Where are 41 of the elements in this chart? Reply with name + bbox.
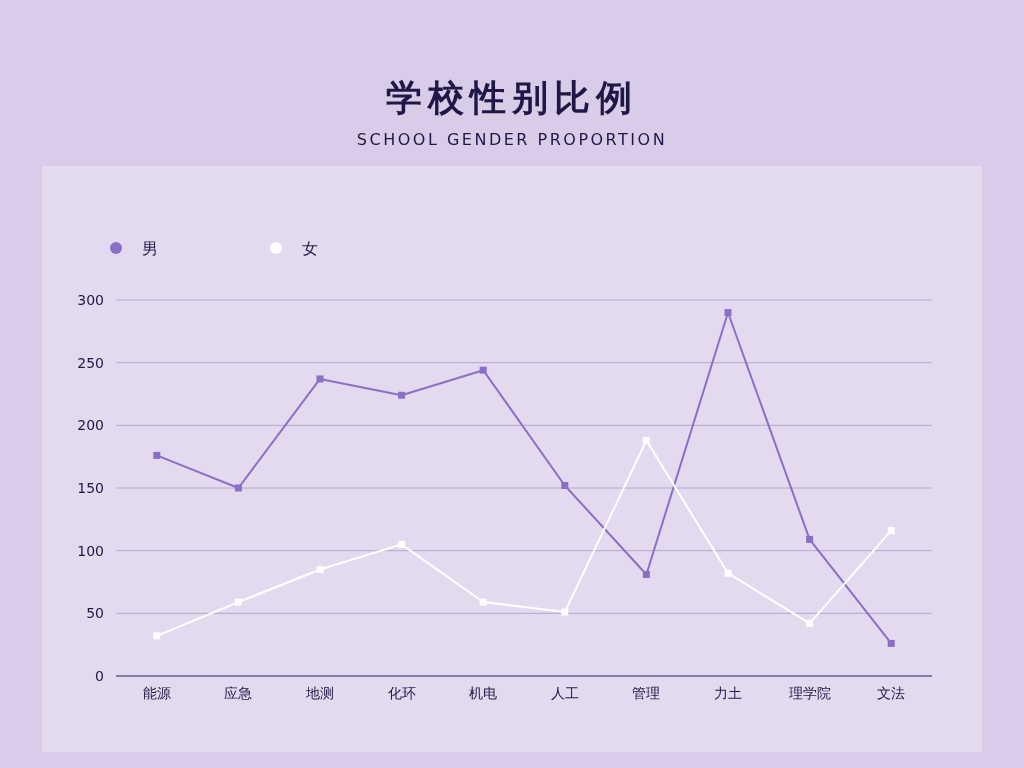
- point: [642, 436, 650, 444]
- legend-label: 男: [142, 238, 158, 258]
- y-tick-label: 200: [77, 417, 104, 434]
- point: [398, 540, 406, 548]
- legend-label: 女: [302, 238, 318, 258]
- y-tick-label: 150: [77, 479, 104, 496]
- x-tick-label: 人工: [550, 685, 579, 701]
- y-tick-label: 50: [86, 605, 104, 622]
- point: [724, 569, 732, 577]
- x-tick-label: 文法: [877, 685, 906, 701]
- point: [479, 366, 487, 374]
- point: [153, 451, 161, 459]
- x-tick-label: 力土: [714, 685, 742, 701]
- x-tick-label: 管理: [632, 685, 661, 701]
- point: [724, 309, 732, 317]
- y-tick-label: 0: [95, 667, 104, 684]
- point: [479, 598, 487, 606]
- point: [316, 565, 324, 573]
- point: [642, 570, 650, 578]
- point: [806, 535, 814, 543]
- point: [561, 481, 569, 489]
- x-tick-label: 化环: [387, 685, 416, 701]
- point: [398, 391, 406, 399]
- point: [561, 608, 569, 616]
- x-tick-label: 理学院: [788, 685, 831, 701]
- y-tick-label: 250: [77, 354, 104, 371]
- x-tick-label: 地测: [305, 685, 334, 701]
- x-tick-label: 应急: [224, 685, 253, 701]
- point: [316, 375, 324, 383]
- y-tick-label: 100: [77, 542, 104, 559]
- y-tick-label: 300: [77, 291, 104, 308]
- chart-subtitle: SCHOOL GENDER PROPORTION: [356, 130, 668, 149]
- chart-title: 学校性别比例: [386, 77, 638, 118]
- point: [153, 632, 161, 640]
- point: [887, 639, 895, 647]
- point: [234, 598, 242, 606]
- point: [806, 619, 814, 627]
- point: [887, 527, 895, 535]
- point: [234, 484, 242, 492]
- x-tick-label: 能源: [142, 685, 171, 701]
- x-tick-label: 机电: [469, 685, 498, 701]
